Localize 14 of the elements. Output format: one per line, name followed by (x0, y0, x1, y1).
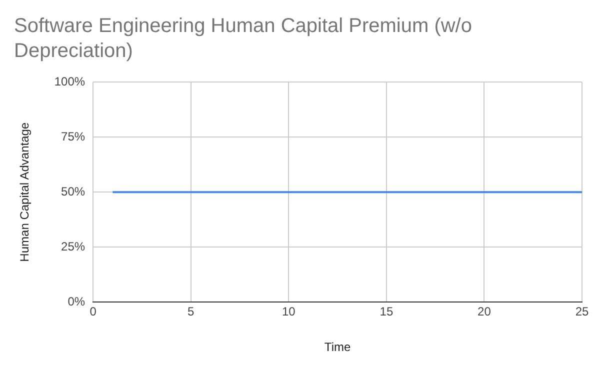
x-tick-label: 15 (380, 304, 394, 319)
y-tick-label: 25% (61, 239, 86, 254)
x-tick-label: 5 (188, 304, 195, 319)
y-tick-label: 50% (61, 184, 86, 198)
y-axis-title: Human Capital Advantage (18, 122, 32, 262)
x-tick-label: 0 (90, 304, 97, 319)
x-axis-title: Time (324, 340, 351, 354)
x-tick-label: 25 (575, 304, 589, 319)
y-tick-label: 100% (54, 74, 86, 88)
x-tick-label: 20 (478, 304, 492, 319)
y-tick-label: 0% (68, 294, 86, 309)
x-tick-label: 10 (282, 304, 296, 319)
y-tick-label: 75% (61, 129, 86, 144)
chart-title: Software Engineering Human Capital Premium (w/o Depreciation) (14, 14, 473, 64)
